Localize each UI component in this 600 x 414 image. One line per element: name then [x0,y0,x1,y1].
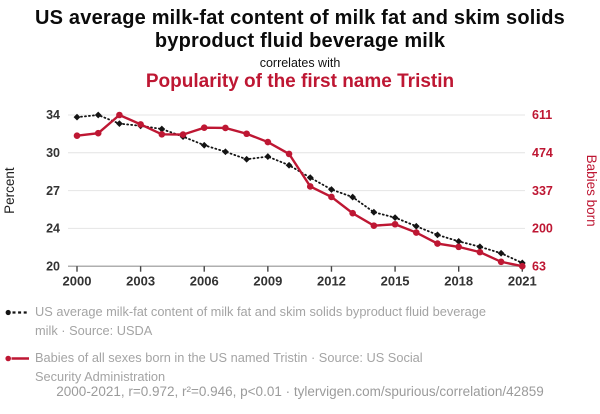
left-axis-tick-label: 30 [46,146,60,160]
x-axis-tick-label: 2015 [381,274,410,289]
x-axis-tick-label: 2009 [253,274,282,289]
legend-line: milk · Source: USDA [35,322,153,338]
right-axis-tick-label: 63 [532,259,546,273]
right-axis-tick-label: 337 [532,184,553,198]
x-axis-tick-label: 2012 [317,274,346,289]
x-axis-tick-label: 2000 [63,274,92,289]
chart-title: US average milk-fat content of milk fat … [34,7,566,52]
x-axis-tick-label: 2006 [190,274,219,289]
right-axis-title: Babies born [584,155,599,227]
plot-area: 34 611 30 474 27 337 24 200 20 63 2000 2003 2006 2009… [0,95,600,310]
legend: US average milk-fat content of milk fat … [5,303,580,395]
legend-line: Babies of all sexes born in the US named… [35,350,423,365]
x-axis-tick-label: 2021 [508,274,537,289]
line-chart: 34 611 30 474 27 337 24 200 20 63 2000 2003 2006 2009… [2,108,599,289]
left-axis-tick-label: 24 [46,222,60,236]
chart-subtitle: Popularity of the first name Tristin [145,71,455,92]
x-axis-tick-label: 2018 [444,274,473,289]
legend-label-milk-fat: US average milk-fat content of milk fat … [35,303,486,340]
right-axis-tick-label: 200 [532,222,553,236]
x-axis-tick-label: 2003 [126,274,155,289]
legend-line: Security Administration [35,368,166,384]
red-solid-series-marker-icon [5,355,29,362]
left-axis-tick-label: 20 [46,259,60,273]
left-axis-tick-label: 34 [46,108,60,122]
right-axis-tick-label: 474 [532,146,553,160]
legend-item-tristin: Babies of all sexes born in the US named… [5,349,580,386]
stats-footer: 2000-2021, r=0.972, r²=0.946, p<0.01 · t… [56,384,544,399]
right-axis-tick-label: 611 [532,108,552,122]
legend-item-milk-fat: US average milk-fat content of milk fat … [5,303,580,340]
legend-label-tristin: Babies of all sexes born in the US named… [35,349,423,386]
left-axis-tick-label: 27 [46,184,60,198]
legend-line: US average milk-fat content of milk fat … [35,304,486,319]
left-axis-title: Percent [2,167,17,214]
black-dotted-series-marker-icon [5,309,29,316]
correlates-with-label: correlates with [259,56,341,70]
